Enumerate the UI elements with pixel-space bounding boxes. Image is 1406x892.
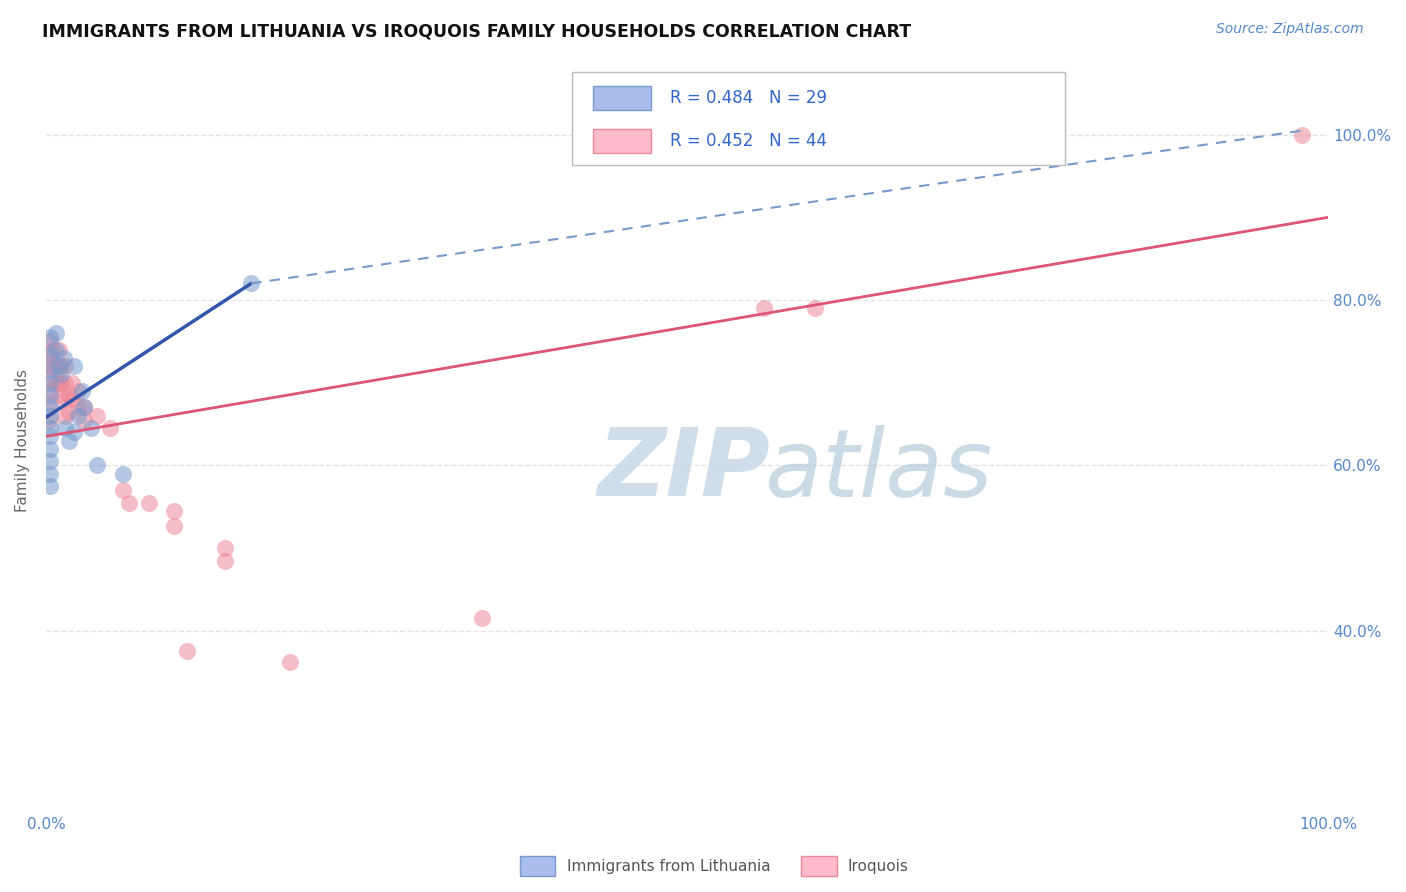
Text: Source: ZipAtlas.com: Source: ZipAtlas.com [1216,22,1364,37]
Point [53,421,76,435]
Point [58,404,80,418]
Point [176,644,198,658]
Point [38,330,60,344]
Bar [593,129,651,153]
Point [163,504,186,518]
Point [471,611,494,625]
Point [53,359,76,373]
Point [240,277,263,291]
Point [45,376,67,390]
Point [38,384,60,398]
Point [38,467,60,481]
Point [111,483,134,497]
Point [38,388,60,402]
Point [80,421,103,435]
Text: Iroquois: Iroquois [848,859,908,873]
Point [51,359,73,373]
Text: ZIP: ZIP [598,425,770,516]
Point [53,392,76,407]
Point [86,409,108,423]
Point [111,467,134,481]
Point [38,396,60,410]
Point [41,343,63,357]
Text: R = 0.484   N = 29: R = 0.484 N = 29 [671,89,827,107]
Point [278,655,301,669]
Point [60,392,83,407]
Point [48,359,70,373]
Point [38,409,60,423]
Point [38,363,60,377]
Point [752,301,775,316]
Point [38,421,60,435]
Point [66,409,89,423]
Point [51,368,73,382]
Point [38,479,60,493]
Point [38,413,60,427]
Point [45,359,67,373]
Point [70,384,93,398]
Bar [593,87,651,110]
Point [58,388,80,402]
Point [73,413,96,427]
Point [214,541,236,555]
Point [804,301,827,316]
Point [38,376,60,390]
Point [86,458,108,473]
FancyBboxPatch shape [572,72,1066,165]
Point [52,351,75,365]
Y-axis label: Family Households: Family Households [15,369,30,512]
Point [66,384,89,398]
Point [118,495,141,509]
Point [1291,128,1313,142]
Point [53,409,76,423]
Point [138,495,160,509]
Point [53,376,76,390]
Point [45,326,67,340]
Point [38,371,60,385]
Point [38,454,60,468]
Point [38,334,60,349]
Point [38,429,60,443]
Text: Immigrants from Lithuania: Immigrants from Lithuania [567,859,770,873]
Text: IMMIGRANTS FROM LITHUANIA VS IROQUOIS FAMILY HOUSEHOLDS CORRELATION CHART: IMMIGRANTS FROM LITHUANIA VS IROQUOIS FA… [42,22,911,40]
Point [214,554,236,568]
Point [38,359,60,373]
Text: atlas: atlas [763,425,993,516]
Point [66,401,89,415]
Point [38,347,60,361]
Point [45,343,67,357]
Point [48,343,70,357]
Point [48,376,70,390]
Point [58,434,80,448]
Point [38,442,60,456]
Point [63,425,86,440]
Point [38,401,60,415]
Point [98,421,121,435]
Point [38,347,60,361]
Point [163,518,186,533]
Point [48,359,70,373]
Point [73,401,96,415]
Point [51,388,73,402]
Text: R = 0.452   N = 44: R = 0.452 N = 44 [671,132,827,150]
Point [51,376,73,390]
Point [63,359,86,373]
Point [60,376,83,390]
Point [73,401,96,415]
Point [41,359,63,373]
